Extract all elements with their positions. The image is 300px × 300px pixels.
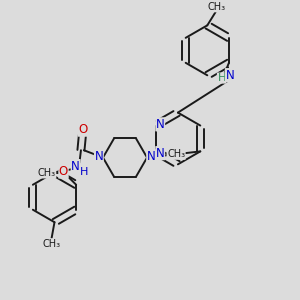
Text: CH₃: CH₃ — [208, 2, 226, 12]
Text: N: N — [94, 150, 103, 163]
Text: N: N — [156, 147, 165, 160]
Text: N: N — [71, 160, 80, 172]
Text: H: H — [218, 73, 226, 83]
Text: O: O — [78, 123, 88, 136]
Text: N: N — [225, 69, 234, 82]
Text: H: H — [80, 167, 89, 177]
Text: CH₃: CH₃ — [38, 168, 56, 178]
Text: CH₃: CH₃ — [43, 239, 61, 249]
Text: O: O — [59, 165, 68, 178]
Text: N: N — [147, 150, 156, 163]
Text: N: N — [156, 118, 165, 131]
Text: CH₃: CH₃ — [167, 149, 185, 159]
